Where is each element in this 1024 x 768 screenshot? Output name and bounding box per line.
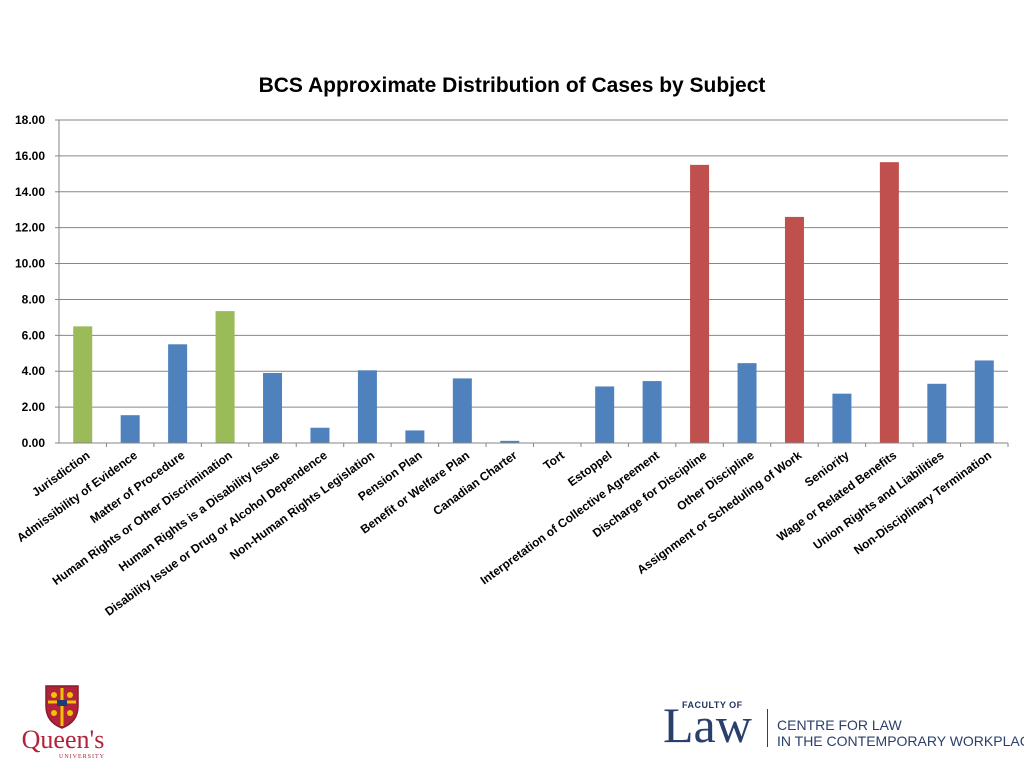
y-tick-label: 6.00 <box>22 328 46 342</box>
y-tick-label: 4.00 <box>22 364 46 378</box>
faculty-of-label: FACULTY OF <box>682 700 743 710</box>
y-tick-label: 18.00 <box>15 113 45 127</box>
x-category-label: Tort <box>541 448 567 473</box>
bar <box>215 311 235 443</box>
centre-line-1: CENTRE FOR LAW <box>777 717 902 733</box>
faculty-of-law-logo: FACULTY OF Law CENTRE FOR LAW IN THE CON… <box>660 697 1024 756</box>
law-wordmark: Law <box>663 697 752 753</box>
bar <box>690 164 710 443</box>
bar <box>405 430 425 443</box>
bar <box>500 440 520 443</box>
bar <box>357 370 377 443</box>
chart-title: BCS Approximate Distribution of Cases by… <box>258 74 766 97</box>
x-category-label: Assignment or Scheduling of Work <box>634 448 804 577</box>
bar <box>927 383 947 443</box>
bar <box>737 363 757 443</box>
queens-university-label: UNIVERSITY <box>59 754 105 760</box>
y-tick-label: 2.00 <box>22 400 46 414</box>
y-tick-label: 16.00 <box>15 149 45 163</box>
bar <box>263 373 283 443</box>
bar <box>832 393 852 443</box>
bar <box>120 415 140 443</box>
y-tick-label: 0.00 <box>22 436 46 450</box>
bar <box>879 162 899 444</box>
bar <box>452 378 472 443</box>
bar-chart: 0.00 2.00 4.00 6.00 8.00 10.00 12.00 14.00 16.00… <box>14 113 1009 619</box>
queens-university-logo: Queen's UNIVERSITY <box>22 685 105 760</box>
bar <box>974 360 994 443</box>
bar <box>784 216 804 443</box>
x-category-label: Canadian Charter <box>430 448 519 518</box>
x-category-label: Disability Issue or Drug or Alcohol Depe… <box>102 448 330 619</box>
bar <box>595 386 615 443</box>
y-tick-label: 10.00 <box>15 257 45 271</box>
bar <box>310 427 330 443</box>
y-tick-label: 14.00 <box>15 185 45 199</box>
queens-wordmark: Queen's <box>22 725 105 754</box>
centre-line-2: IN THE CONTEMPORARY WORKPLACE <box>777 733 1024 749</box>
logo-divider <box>767 709 768 747</box>
bar <box>73 326 93 443</box>
bar <box>168 344 188 443</box>
y-tick-label: 12.00 <box>15 221 45 235</box>
bar <box>642 381 662 443</box>
y-tick-label: 8.00 <box>22 292 46 306</box>
